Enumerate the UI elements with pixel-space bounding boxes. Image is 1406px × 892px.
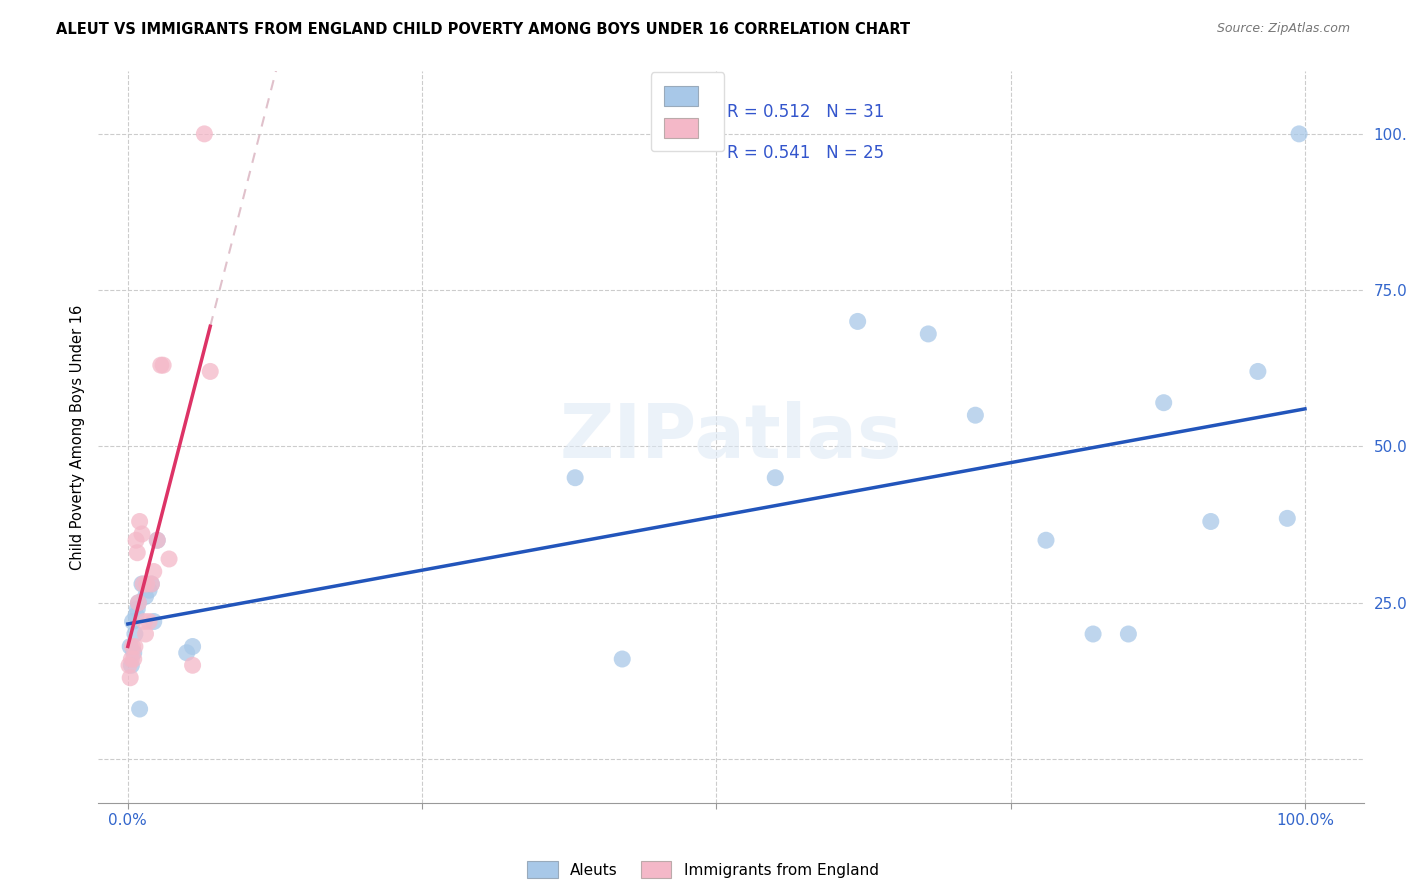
Point	[564, 471, 586, 485]
Point	[141, 577, 163, 591]
Point	[152, 358, 174, 372]
Point	[142, 565, 165, 579]
Point	[181, 658, 204, 673]
Point	[131, 577, 153, 591]
Point	[124, 640, 146, 654]
Point	[131, 527, 153, 541]
Legend: , : ,	[651, 72, 724, 152]
Text: R = 0.512   N = 31: R = 0.512 N = 31	[727, 103, 884, 120]
Text: R = 0.541   N = 25: R = 0.541 N = 25	[727, 145, 884, 162]
Point	[149, 358, 172, 372]
Y-axis label: Child Poverty Among Boys Under 16: Child Poverty Among Boys Under 16	[69, 304, 84, 570]
Point	[1153, 395, 1175, 409]
Point	[120, 652, 142, 666]
Point	[138, 583, 160, 598]
Point	[118, 658, 141, 673]
Point	[146, 533, 169, 548]
Point	[135, 577, 157, 591]
Point	[176, 646, 198, 660]
Point	[122, 646, 145, 660]
Point	[127, 596, 149, 610]
Point	[1247, 364, 1270, 378]
Point	[193, 127, 215, 141]
Point	[125, 608, 148, 623]
Text: Source: ZipAtlas.com: Source: ZipAtlas.com	[1216, 22, 1350, 36]
Point	[122, 652, 145, 666]
Point	[1035, 533, 1057, 548]
Point	[1118, 627, 1140, 641]
Point	[846, 314, 869, 328]
Point	[134, 627, 156, 641]
Point	[138, 615, 160, 629]
Text: ZIPatlas: ZIPatlas	[560, 401, 903, 474]
Point	[120, 671, 142, 685]
Point	[127, 546, 149, 560]
Point	[1277, 511, 1299, 525]
Point	[965, 408, 987, 422]
Point	[200, 364, 222, 378]
Point	[132, 577, 155, 591]
Point	[128, 515, 150, 529]
Legend: Aleuts, Immigrants from England: Aleuts, Immigrants from England	[522, 855, 884, 884]
Point	[120, 640, 142, 654]
Point	[121, 640, 143, 654]
Point	[134, 615, 156, 629]
Point	[121, 615, 143, 629]
Point	[181, 640, 204, 654]
Text: ALEUT VS IMMIGRANTS FROM ENGLAND CHILD POVERTY AMONG BOYS UNDER 16 CORRELATION C: ALEUT VS IMMIGRANTS FROM ENGLAND CHILD P…	[56, 22, 910, 37]
Point	[1288, 127, 1310, 141]
Point	[1081, 627, 1104, 641]
Point	[120, 658, 142, 673]
Point	[157, 552, 180, 566]
Point	[1199, 515, 1222, 529]
Point	[141, 577, 163, 591]
Point	[125, 533, 148, 548]
Point	[124, 627, 146, 641]
Point	[763, 471, 786, 485]
Point	[128, 702, 150, 716]
Point	[612, 652, 634, 666]
Point	[146, 533, 169, 548]
Point	[134, 590, 156, 604]
Point	[127, 602, 149, 616]
Point	[142, 615, 165, 629]
Point	[127, 596, 149, 610]
Point	[917, 326, 939, 341]
